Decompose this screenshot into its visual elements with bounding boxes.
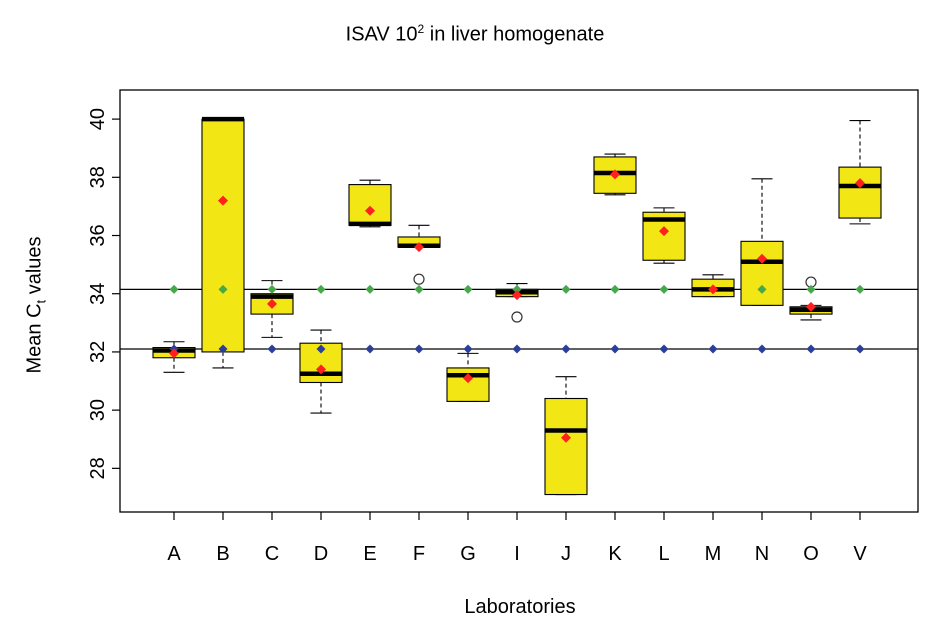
mean-marker-O bbox=[806, 301, 816, 312]
upper-ref-marker-G bbox=[463, 284, 473, 294]
box-G bbox=[446, 367, 490, 402]
chart-title-rest: in liver homogenate bbox=[424, 23, 605, 46]
mean-marker-L bbox=[659, 226, 669, 237]
mean-marker-D bbox=[316, 364, 326, 375]
outlier-I-0 bbox=[511, 311, 523, 323]
x-tick-label-K: K bbox=[608, 543, 622, 565]
lower-ref-marker-J bbox=[561, 344, 571, 354]
lower-ref-marker-B bbox=[218, 344, 228, 354]
box-E bbox=[348, 184, 392, 226]
x-tick-label-C: C bbox=[265, 543, 279, 565]
x-tick-label-B: B bbox=[216, 543, 229, 565]
x-tick-label-M: M bbox=[705, 543, 722, 565]
mean-marker-K bbox=[610, 169, 620, 180]
upper-ref-marker-K bbox=[610, 284, 620, 294]
box-B bbox=[201, 118, 245, 353]
x-tick-label-E: E bbox=[363, 543, 376, 565]
upper-ref-marker-D bbox=[316, 284, 326, 294]
x-tick-label-A: A bbox=[167, 543, 181, 565]
lower-ref-marker-V bbox=[855, 344, 865, 354]
y-tick-label-40: 40 bbox=[87, 108, 109, 130]
mean-marker-E bbox=[365, 205, 375, 216]
upper-ref-marker-L bbox=[659, 284, 669, 294]
y-tick-label-36: 36 bbox=[87, 224, 109, 246]
y-axis-label-rest: values bbox=[23, 236, 46, 300]
mean-marker-A bbox=[169, 348, 179, 359]
x-tick-label-N: N bbox=[755, 543, 769, 565]
y-tick-label-34: 34 bbox=[87, 283, 109, 305]
mean-marker-B bbox=[218, 195, 228, 206]
mean-marker-C bbox=[267, 298, 277, 309]
mean-marker-G bbox=[463, 373, 473, 384]
x-tick-label-F: F bbox=[413, 543, 425, 565]
mean-marker-N bbox=[757, 253, 767, 264]
upper-ref-marker-V bbox=[855, 284, 865, 294]
box-V bbox=[838, 166, 882, 219]
lower-ref-marker-O bbox=[806, 344, 816, 354]
y-tick-label-32: 32 bbox=[87, 341, 109, 363]
lower-ref-marker-F bbox=[414, 344, 424, 354]
lower-ref-marker-C bbox=[267, 344, 277, 354]
upper-ref-marker-O bbox=[806, 284, 816, 294]
x-tick-label-D: D bbox=[314, 543, 328, 565]
mean-marker-M bbox=[708, 284, 718, 295]
lower-ref-marker-K bbox=[610, 344, 620, 354]
x-tick-label-O: O bbox=[803, 543, 819, 565]
x-tick-label-I: I bbox=[514, 543, 520, 565]
x-tick-label-G: G bbox=[460, 543, 476, 565]
mean-marker-F bbox=[414, 242, 424, 253]
upper-ref-marker-F bbox=[414, 284, 424, 294]
outlier-F-0 bbox=[413, 273, 425, 285]
lower-ref-marker-L bbox=[659, 344, 669, 354]
mean-marker-I bbox=[512, 290, 522, 301]
y-tick-label-30: 30 bbox=[87, 399, 109, 421]
mean-marker-V bbox=[855, 178, 865, 189]
y-axis-label: Mean Ct values bbox=[24, 236, 49, 373]
lower-ref-marker-M bbox=[708, 344, 718, 354]
y-tick-label-38: 38 bbox=[87, 166, 109, 188]
upper-ref-marker-C bbox=[267, 284, 277, 294]
x-tick-label-J: J bbox=[561, 543, 571, 565]
upper-ref-marker-A bbox=[169, 284, 179, 294]
chart-title-main: ISAV 10 bbox=[345, 23, 418, 46]
lower-ref-marker-N bbox=[757, 344, 767, 354]
x-tick-label-V: V bbox=[853, 543, 867, 565]
chart-title: ISAV 102 in liver homogenate bbox=[0, 22, 950, 47]
upper-ref-marker-B bbox=[218, 284, 228, 294]
box-J bbox=[544, 397, 588, 496]
lower-ref-marker-G bbox=[463, 344, 473, 354]
upper-ref-marker-I bbox=[512, 284, 522, 294]
box-N bbox=[740, 240, 784, 306]
lower-ref-marker-I bbox=[512, 344, 522, 354]
upper-ref-marker-E bbox=[365, 284, 375, 294]
lower-ref-marker-E bbox=[365, 344, 375, 354]
chart-title-superscript: 2 bbox=[417, 22, 425, 36]
upper-ref-marker-N bbox=[757, 284, 767, 294]
x-tick-label-L: L bbox=[658, 543, 669, 565]
lower-ref-marker-D bbox=[316, 344, 326, 354]
upper-ref-marker-J bbox=[561, 284, 571, 294]
y-axis-label-subscript: t bbox=[33, 299, 49, 304]
mean-marker-J bbox=[561, 432, 571, 443]
y-axis-label-main: Mean C bbox=[23, 303, 46, 374]
y-tick-label-28: 28 bbox=[87, 457, 109, 479]
x-axis-label: Laboratories bbox=[464, 596, 576, 618]
plot-frame bbox=[119, 89, 919, 513]
